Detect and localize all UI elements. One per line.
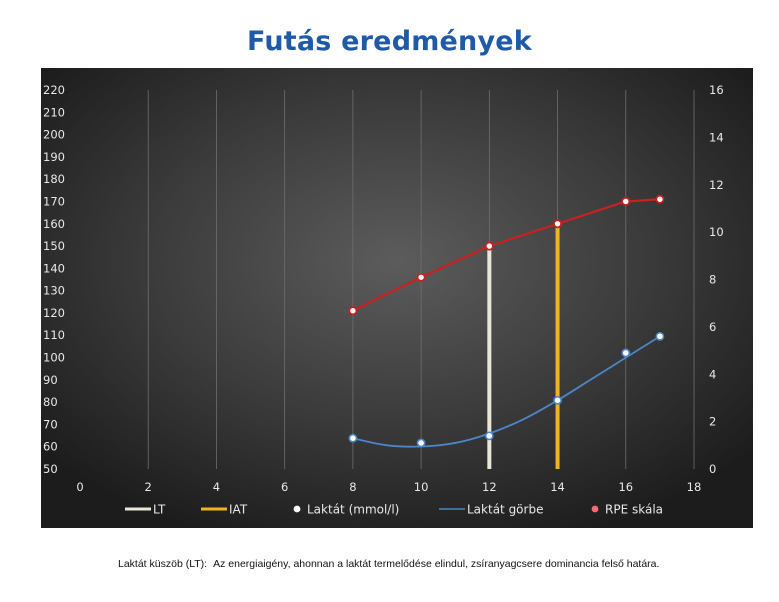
x-tick-label: 0 [76, 480, 83, 494]
chart-svg: 0 2 4 6 8 10 12 14 16 185060708090100110120130140… [41, 68, 753, 528]
rpe-point [348, 306, 358, 316]
rpe-point [416, 272, 426, 282]
rpe-point [655, 194, 665, 204]
y-left-tick-label: 190 [43, 150, 65, 164]
x-tick-label: 18 [687, 480, 702, 494]
legend-label-iat: IAT [229, 503, 248, 517]
x-tick-label: 4 [213, 480, 220, 494]
y-left-tick-label: 220 [43, 83, 65, 97]
legend-swatch-lakt-t-mmol-l- [293, 505, 301, 513]
x-tick-label: 14 [550, 480, 565, 494]
y-left-tick-label: 180 [43, 172, 65, 186]
x-tick-label: 8 [349, 480, 356, 494]
y-left-tick-label: 60 [43, 440, 58, 454]
y-left-tick-label: 200 [43, 128, 65, 142]
y-right-tick-label: 0 [709, 462, 716, 476]
rpe-point [621, 196, 631, 206]
laktat-point [621, 348, 631, 358]
x-tick-label: 2 [145, 480, 152, 494]
legend-label-lakt-t-g-rbe: Laktát görbe [467, 503, 543, 517]
y-right-tick-label: 12 [709, 178, 724, 192]
bar-iat [555, 223, 560, 469]
laktat-point [484, 431, 494, 441]
y-right-tick-label: 10 [709, 225, 724, 239]
y-left-tick-label: 130 [43, 284, 65, 298]
rpe-point [553, 219, 563, 229]
x-tick-label: 16 [618, 480, 633, 494]
chart-panel: 0 2 4 6 8 10 12 14 16 18 50 60 70 80 90 100 110 120 130 140… [41, 68, 753, 528]
footnote-definition: Az energiaigény, ahonnan a laktát termel… [213, 558, 660, 570]
y-left-tick-label: 210 [43, 105, 65, 119]
y-left-tick-label: 160 [43, 217, 65, 231]
legend-label-lt: LT [153, 503, 166, 517]
bar-lt [487, 246, 492, 469]
y-left-tick-label: 90 [43, 373, 58, 387]
y-left-tick-label: 50 [43, 462, 58, 476]
laktat-point [553, 395, 562, 405]
rpe-point [484, 241, 494, 251]
y-left-tick-label: 120 [43, 306, 65, 320]
x-tick-label: 12 [482, 480, 497, 494]
x-tick-label: 10 [414, 480, 429, 494]
chart-background [41, 68, 753, 528]
x-tick-label: 6 [281, 480, 288, 494]
footnote: Laktát küszöb (LT): Az energiaigény, aho… [118, 558, 718, 571]
y-right-tick-label: 4 [709, 367, 716, 381]
laktat-gorbe-line [352, 335, 661, 448]
rpe-line [352, 198, 660, 312]
legend-swatch-rpe-sk-la [591, 505, 599, 513]
y-left-tick-label: 110 [43, 328, 65, 342]
y-left-tick-label: 170 [43, 194, 65, 208]
y-left-tick-label: 80 [43, 395, 58, 409]
y-left-tick-label: 70 [43, 417, 58, 431]
y-left-tick-label: 140 [43, 261, 65, 275]
legend-label-lakt-t-mmol-l-: Laktát (mmol/l) [307, 503, 399, 517]
y-right-tick-label: 16 [709, 83, 724, 97]
y-right-tick-label: 6 [709, 320, 716, 334]
chart-title: Futás eredmények [247, 26, 532, 57]
y-left-tick-label: 150 [43, 239, 65, 253]
y-left-tick-label: 100 [43, 351, 65, 365]
legend-label-rpe-sk-la: RPE skála [605, 503, 663, 517]
y-right-tick-label: 14 [709, 130, 724, 144]
laktat-point [416, 438, 426, 448]
laktat-point [655, 331, 665, 341]
footnote-term: Laktát küszöb (LT): [118, 558, 208, 570]
y-right-tick-label: 8 [709, 273, 716, 287]
laktat-point [348, 433, 358, 443]
y-right-tick-label: 2 [709, 415, 716, 429]
